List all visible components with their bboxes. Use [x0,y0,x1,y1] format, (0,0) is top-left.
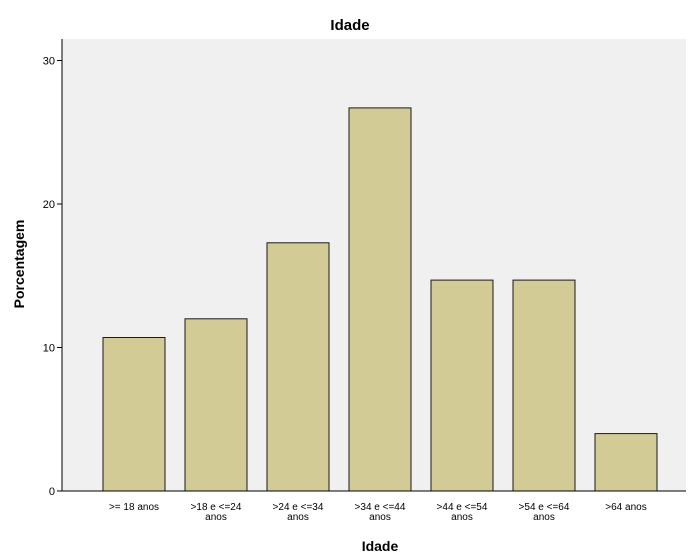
bar-1 [184,318,248,492]
bars-group [102,107,658,492]
bar-4 [430,279,494,492]
y-tick-label-1: 10 [43,343,55,355]
y-tick-label-0: 0 [49,486,55,498]
y-axis-label: Porcentagem [11,220,27,309]
bar-6 [594,433,658,492]
bar-3 [348,107,412,492]
x-tick-label-2: >24 e <=34 anos [273,502,324,523]
x-tick-label-5: >54 e <=64 anos [519,502,570,523]
y-tick-label-2: 20 [43,199,55,211]
bar-5 [512,279,576,492]
x-tick-label-0: >= 18 anos [109,502,159,513]
x-axis-label: Idade [362,538,399,552]
x-tick-label-1: >18 e <=24 anos [191,502,242,523]
x-tick-labels-group: >= 18 anos >18 e <=24 anos >24 e <=34 anos >3… [109,502,647,523]
y-ticks-group: 0 10 20 30 [43,56,62,498]
bar-0 [102,337,166,492]
x-tick-label-3: >34 e <=44 anos [355,502,406,523]
bar-2 [266,242,330,492]
chart-title: Idade [330,17,369,34]
x-tick-label-4: >44 e <=54 anos [437,502,488,523]
y-tick-label-3: 30 [43,56,55,68]
x-tick-label-6: >64 anos [605,502,646,513]
